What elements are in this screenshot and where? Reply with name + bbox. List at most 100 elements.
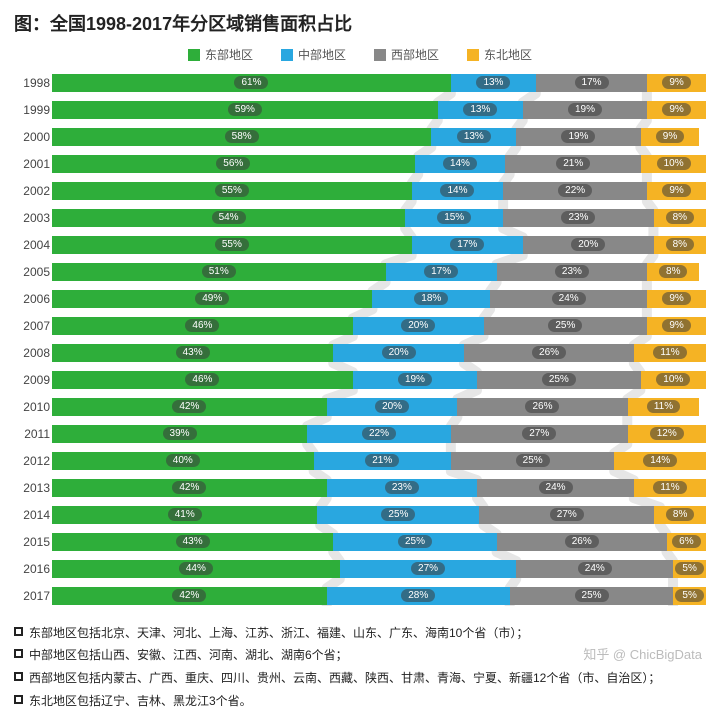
value-label: 21% <box>556 157 590 170</box>
footnote-item: 东北地区包括辽宁、吉林、黑龙江3个省。 <box>14 690 706 713</box>
bar-stack: 42%28%25%5% <box>52 587 706 605</box>
bar-segment: 8% <box>647 263 699 281</box>
year-label: 2010 <box>16 400 50 414</box>
bar-stack: 54%15%23%8% <box>52 209 706 227</box>
bar-segment: 42% <box>52 587 327 605</box>
table-row: 200746%20%25%9% <box>52 314 706 338</box>
bar-segment: 5% <box>673 560 706 578</box>
bar-segment: 49% <box>52 290 372 308</box>
value-label: 21% <box>365 454 399 467</box>
value-label: 28% <box>401 589 435 602</box>
legend-item-central: 中部地区 <box>281 46 346 63</box>
value-label: 17% <box>424 265 458 278</box>
value-label: 12% <box>650 427 684 440</box>
table-row: 200455%17%20%8% <box>52 233 706 257</box>
bar-segment: 11% <box>628 398 700 416</box>
table-row: 201240%21%25%14% <box>52 449 706 473</box>
swatch-icon <box>467 49 479 61</box>
bar-segment: 8% <box>654 236 706 254</box>
bar-segment: 20% <box>523 236 654 254</box>
bar-segment: 15% <box>405 209 503 227</box>
year-label: 1999 <box>16 103 50 117</box>
value-label: 20% <box>571 238 605 251</box>
value-label: 15% <box>437 211 471 224</box>
footnote-text: 东部地区包括北京、天津、河北、上海、江苏、浙江、福建、山东、广东、海南10个省（… <box>29 622 528 645</box>
bar-stack: 46%20%25%9% <box>52 317 706 335</box>
value-label: 42% <box>172 481 206 494</box>
bar-segment: 55% <box>52 236 412 254</box>
value-label: 14% <box>443 157 477 170</box>
value-label: 9% <box>662 292 690 305</box>
value-label: 26% <box>565 535 599 548</box>
bar-segment: 17% <box>536 74 647 92</box>
value-label: 26% <box>532 346 566 359</box>
swatch-icon <box>188 49 200 61</box>
value-label: 25% <box>398 535 432 548</box>
value-label: 23% <box>385 481 419 494</box>
value-label: 42% <box>172 400 206 413</box>
bar-segment: 20% <box>327 398 458 416</box>
value-label: 20% <box>401 319 435 332</box>
table-row: 200058%13%19%9% <box>52 125 706 149</box>
value-label: 9% <box>662 184 690 197</box>
year-label: 2015 <box>16 535 50 549</box>
bar-segment: 43% <box>52 533 333 551</box>
value-label: 11% <box>653 481 686 494</box>
value-label: 44% <box>179 562 213 575</box>
value-label: 14% <box>643 454 677 467</box>
footnote-text: 东北地区包括辽宁、吉林、黑龙江3个省。 <box>29 690 252 713</box>
value-label: 27% <box>550 508 584 521</box>
year-label: 2006 <box>16 292 50 306</box>
table-row: 201644%27%24%5% <box>52 557 706 581</box>
value-label: 54% <box>212 211 246 224</box>
legend-item-northeast: 东北地区 <box>467 46 532 63</box>
year-label: 2000 <box>16 130 50 144</box>
bar-segment: 18% <box>372 290 490 308</box>
bar-segment: 19% <box>516 128 640 146</box>
value-label: 20% <box>382 346 416 359</box>
bar-segment: 5% <box>673 587 706 605</box>
swatch-icon <box>281 49 293 61</box>
bar-segment: 41% <box>52 506 317 524</box>
table-row: 201042%20%26%11% <box>52 395 706 419</box>
value-label: 13% <box>457 130 491 143</box>
value-label: 19% <box>568 103 602 116</box>
bar-segment: 13% <box>438 101 523 119</box>
bar-stack: 42% 23% 24% 11% <box>52 479 706 497</box>
bar-segment: 10% <box>641 371 706 389</box>
value-label: 11% <box>647 400 680 413</box>
bar-segment: 22% <box>503 182 647 200</box>
bar-segment: 46% <box>52 317 353 335</box>
bar-segment: 9% <box>647 290 706 308</box>
value-label: 24% <box>539 481 573 494</box>
bar-segment: 55% <box>52 182 412 200</box>
bar-segment: 25% <box>451 452 615 470</box>
bar-segment: 27% <box>451 425 628 443</box>
bar-segment: 9% <box>647 101 706 119</box>
year-label: 2003 <box>16 211 50 225</box>
year-label: 2016 <box>16 562 50 576</box>
value-label: 14% <box>440 184 474 197</box>
value-label: 6% <box>672 535 700 548</box>
value-label: 20% <box>375 400 409 413</box>
value-label: 19% <box>398 373 432 386</box>
legend-label: 中部地区 <box>298 46 346 63</box>
value-label: 61% <box>234 76 268 89</box>
value-label: 43% <box>176 346 210 359</box>
bar-segment: 61% <box>52 74 451 92</box>
bar-stack: 46%19%25%10% <box>52 371 706 389</box>
bar-segment: 17% <box>386 263 497 281</box>
table-row: 200946%19%25%10% <box>52 368 706 392</box>
bar-segment: 19% <box>523 101 647 119</box>
bar-segment: 14% <box>415 155 506 173</box>
footnote-text: 西部地区包括内蒙古、广西、重庆、四川、贵州、云南、西藏、陕西、甘肃、青海、宁夏、… <box>29 667 660 690</box>
bar-segment: 44% <box>52 560 340 578</box>
bar-segment: 8% <box>654 506 706 524</box>
year-label: 2005 <box>16 265 50 279</box>
table-row: 200649%18%24%9% <box>52 287 706 311</box>
value-label: 25% <box>548 319 582 332</box>
table-row: 200156%14%21%10% <box>52 152 706 176</box>
bar-segment: 56% <box>52 155 415 173</box>
footnote-text: 中部地区包括山西、安徽、江西、河南、湖北、湖南6个省； <box>29 644 348 667</box>
value-label: 26% <box>525 400 559 413</box>
